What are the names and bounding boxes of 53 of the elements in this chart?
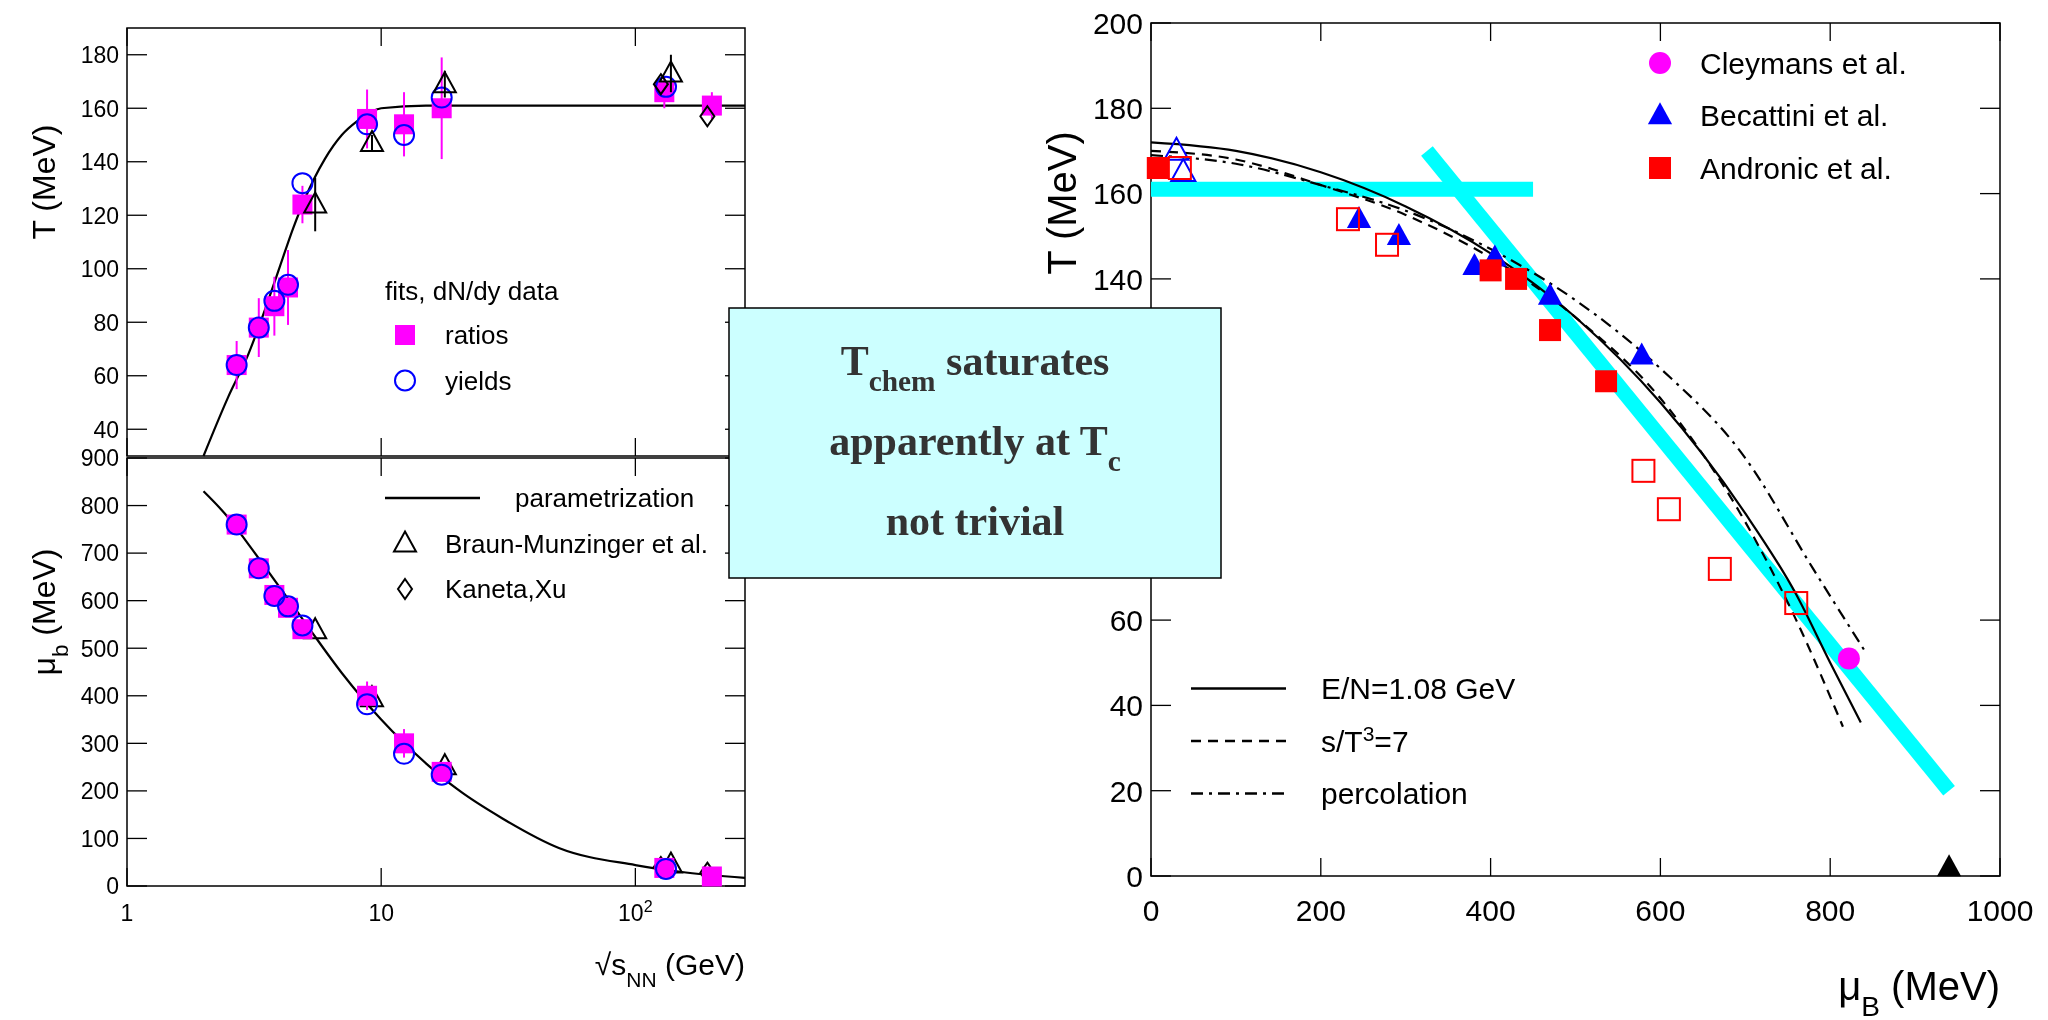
legend-label: percolation xyxy=(1321,777,1468,811)
y-tick-label: 80 xyxy=(93,309,119,336)
legend-label: yields xyxy=(445,365,512,396)
y-tick-label: 160 xyxy=(1092,177,1143,211)
legend-label: Kaneta,Xu xyxy=(445,574,567,605)
legend-label: ratios xyxy=(445,320,509,351)
y-axis-title: T (MeV) xyxy=(1040,131,1084,275)
y-tick-label: 140 xyxy=(80,149,119,176)
text: T$_{chem}$ saturates xyxy=(840,338,1110,397)
y-tick-label: 800 xyxy=(80,492,119,519)
y-tick-label: 60 xyxy=(93,363,119,390)
y-tick-label: 40 xyxy=(1109,689,1143,723)
legend-title: fits, dN/dy data xyxy=(385,275,559,306)
legend-label: Andronic et al. xyxy=(1700,151,1892,185)
y-axis-title: T (MeV) xyxy=(26,124,62,240)
legend-label: E/N=1.08 GeV xyxy=(1321,672,1516,706)
y-tick-label: 160 xyxy=(80,95,119,122)
y-tick-label: 0 xyxy=(1126,859,1143,893)
y-tick-label: 700 xyxy=(80,540,119,567)
legend-label: Braun-Munzinger et al. xyxy=(445,528,709,559)
y-tick-label: 300 xyxy=(80,730,119,757)
y-tick-label: 400 xyxy=(80,683,119,710)
y-tick-label: 200 xyxy=(80,778,119,805)
y-tick-label: 100 xyxy=(80,825,119,852)
y-tick-label: 180 xyxy=(1092,92,1143,126)
text: not trivial xyxy=(885,498,1065,544)
y-tick-label: 100 xyxy=(80,256,119,283)
y-tick-label: 20 xyxy=(1109,774,1143,808)
y-tick-label: 140 xyxy=(1092,262,1143,296)
x-tick-label: 800 xyxy=(1805,894,1856,927)
legend-label: s/T$^{3}$=7 xyxy=(1321,721,1409,758)
x-tick-label: 1 xyxy=(120,899,134,926)
y-tick-label: 500 xyxy=(80,635,119,662)
text: apparently at T$_{c}$ xyxy=(829,418,1121,477)
x-tick-label: 10$^{2}$ xyxy=(618,896,653,926)
y-tick-label: 0 xyxy=(106,873,119,900)
legend-label: Becattini et al. xyxy=(1700,99,1889,133)
x-tick-label: 200 xyxy=(1295,894,1346,927)
y-tick-label: 600 xyxy=(80,587,119,614)
y-tick-label: 40 xyxy=(93,416,119,443)
y-tick-label: 200 xyxy=(1092,6,1143,40)
x-tick-label: 400 xyxy=(1465,894,1516,927)
x-axis-title: μ$_{B}$ (MeV) xyxy=(1838,964,2000,1020)
y-tick-label: 180 xyxy=(80,42,119,69)
x-axis-title: √s$_{NN}$ (GeV) xyxy=(594,948,745,991)
legend-label: parametrization xyxy=(515,483,695,514)
y-tick-label: 900 xyxy=(80,445,119,472)
y-tick-label: 120 xyxy=(80,202,119,229)
x-tick-label: 10 xyxy=(368,899,394,926)
legend-label: Cleymans et al. xyxy=(1700,46,1907,80)
y-tick-label: 60 xyxy=(1109,603,1143,637)
x-tick-label: 600 xyxy=(1635,894,1686,927)
x-tick-label: 1000 xyxy=(1966,894,2034,927)
